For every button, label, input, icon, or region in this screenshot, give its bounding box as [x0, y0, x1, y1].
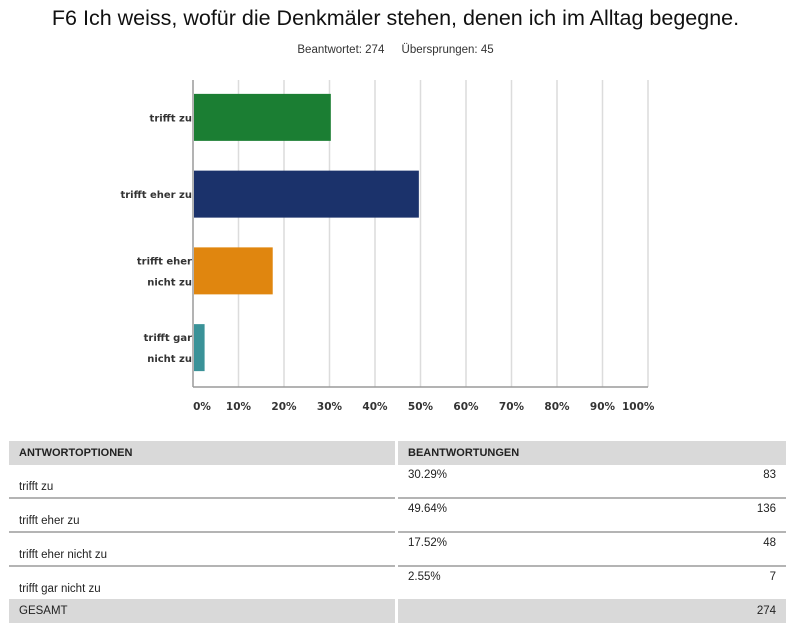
- category-label: nicht zu: [147, 354, 192, 365]
- response-percent: 30.29%: [398, 465, 632, 499]
- x-tick-label: 50%: [408, 401, 434, 413]
- skipped-count: Übersprungen: 45: [401, 44, 494, 56]
- bar: [194, 324, 205, 372]
- x-tick-label: 20%: [271, 401, 297, 413]
- x-tick-label: 40%: [362, 401, 388, 413]
- response-percent: 17.52%: [398, 532, 632, 567]
- table-row: trifft gar nicht zu 2.55% 7: [9, 566, 786, 599]
- category-label: nicht zu: [147, 277, 192, 288]
- results-table: ANTWORTOPTIONEN BEANTWORTUNGEN trifft zu…: [9, 441, 786, 623]
- x-tick-label: 60%: [453, 401, 479, 413]
- table-row: trifft zu 30.29% 83: [9, 465, 786, 499]
- table-total-row: GESAMT 274: [9, 599, 786, 623]
- column-header-options: ANTWORTOPTIONEN: [9, 441, 395, 465]
- x-tick-label: 0%: [193, 401, 211, 413]
- response-count: 7: [769, 571, 776, 583]
- table-row: trifft eher zu 49.64% 136: [9, 498, 786, 533]
- option-label: trifft zu: [9, 465, 395, 499]
- column-header-responses: BEANTWORTUNGEN: [398, 441, 786, 465]
- bar: [194, 170, 419, 218]
- table-row: trifft eher nicht zu 17.52% 48: [9, 532, 786, 567]
- response-count: 48: [631, 532, 786, 567]
- x-tick-label: 90%: [590, 401, 616, 413]
- option-label: trifft eher zu: [9, 498, 395, 533]
- category-label: trifft gar: [144, 333, 192, 344]
- response-percent: 2.55%: [408, 571, 441, 583]
- question-title: F6 Ich weiss, wofür die Denkmäler stehen…: [51, 6, 740, 30]
- option-label: trifft eher nicht zu: [9, 532, 395, 567]
- x-tick-label: 10%: [226, 401, 252, 413]
- response-count: 83: [631, 465, 786, 499]
- x-tick-label: 100%: [622, 401, 655, 413]
- option-label: trifft gar nicht zu: [19, 583, 101, 595]
- response-summary: Beantwortet: 274 Übersprungen: 45: [0, 44, 791, 56]
- category-label: trifft eher: [137, 256, 192, 267]
- response-percent: 49.64%: [398, 498, 632, 533]
- total-label: GESAMT: [9, 599, 395, 623]
- category-label: trifft zu: [150, 113, 192, 124]
- table-header-row: ANTWORTOPTIONEN BEANTWORTUNGEN: [9, 441, 786, 465]
- x-tick-label: 80%: [544, 401, 570, 413]
- bar: [194, 247, 273, 295]
- bar: [194, 93, 331, 141]
- category-label: trifft eher zu: [120, 190, 192, 201]
- answered-count: Beantwortet: 274: [297, 44, 385, 56]
- response-count: 136: [631, 498, 786, 533]
- total-count: 274: [631, 599, 786, 623]
- x-tick-label: 30%: [317, 401, 343, 413]
- bar-chart: 0% 10% 20% 30% 40% 50% 60% 70% 80% 90% 100% trifft …: [120, 80, 655, 413]
- x-tick-label: 70%: [499, 401, 525, 413]
